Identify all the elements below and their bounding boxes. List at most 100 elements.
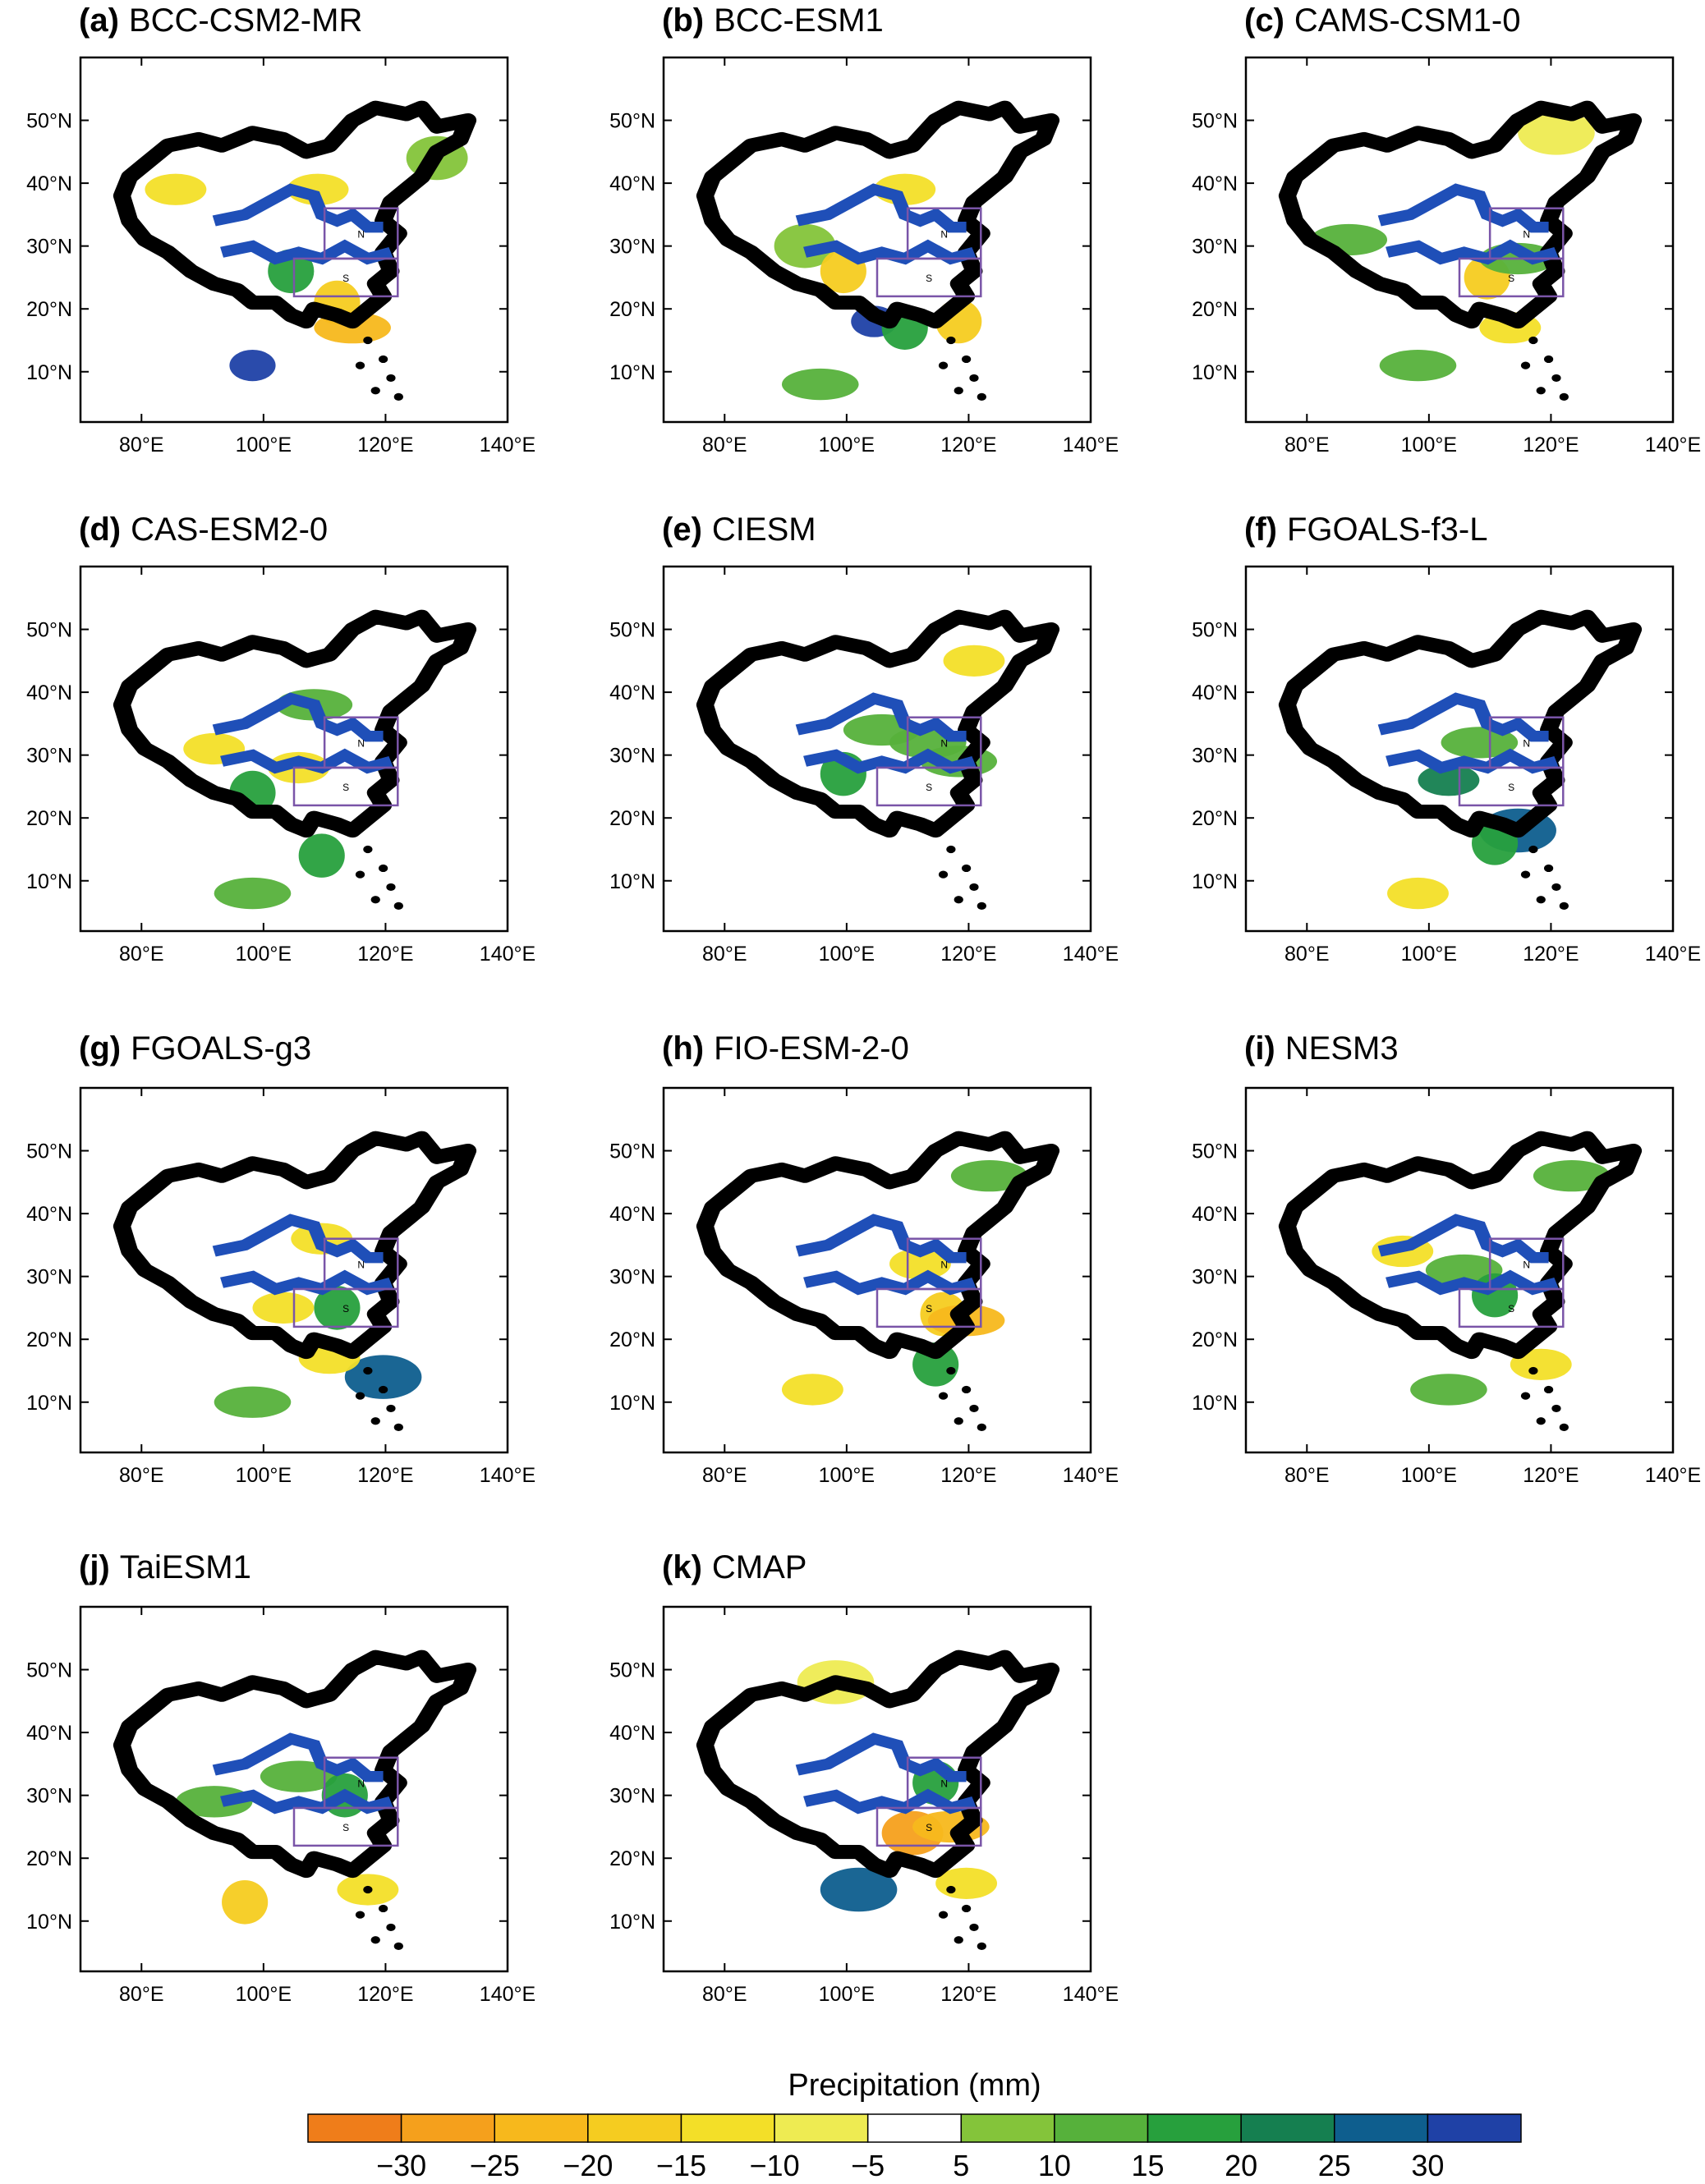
- island: [378, 1904, 388, 1913]
- island: [1528, 1366, 1538, 1375]
- island: [355, 870, 365, 879]
- x-tick-label: 100°E: [819, 434, 875, 457]
- island: [1520, 870, 1531, 879]
- map-panel: (g) FGOALS-g3 N S 80°E 100°E 120°E 140°E 50°N 40°…: [26, 1030, 535, 1487]
- y-tick-label: 10°N: [609, 870, 655, 893]
- island: [1536, 1417, 1546, 1425]
- island: [370, 1936, 380, 1944]
- y-tick-label: 30°N: [26, 745, 72, 768]
- x-tick-label: 100°E: [236, 1983, 292, 2006]
- y-tick-label: 20°N: [26, 807, 72, 830]
- y-tick-label: 40°N: [1192, 172, 1238, 195]
- y-tick-label: 20°N: [1192, 1328, 1238, 1351]
- precip-anomaly-area: [1518, 111, 1595, 155]
- island: [370, 387, 380, 395]
- x-tick-label: 120°E: [940, 1983, 996, 2006]
- x-tick-label: 120°E: [357, 943, 413, 966]
- precip-anomaly-area: [889, 1248, 951, 1280]
- y-tick-label: 20°N: [1192, 298, 1238, 321]
- y-tick-label: 30°N: [1192, 745, 1238, 768]
- panel-title: (a) BCC-CSM2-MR: [79, 2, 362, 39]
- island: [363, 1885, 373, 1894]
- colorbar-tick-label: 5: [953, 2149, 969, 2182]
- panel-label: (h): [662, 1030, 704, 1067]
- precip-anomaly-area: [1533, 1160, 1611, 1192]
- x-tick-label: 80°E: [1284, 1464, 1329, 1487]
- x-tick-label: 140°E: [1063, 1464, 1119, 1487]
- y-tick-label: 50°N: [26, 1659, 72, 1682]
- region-box: [875, 257, 982, 298]
- y-tick-label: 10°N: [26, 870, 72, 893]
- region-label: N: [357, 737, 365, 749]
- panel-label: (f): [1244, 512, 1277, 548]
- island: [1536, 896, 1546, 904]
- precip-anomaly-area: [950, 1160, 1028, 1192]
- precip-anomaly-area: [1379, 349, 1457, 382]
- y-tick-label: 50°N: [1192, 1140, 1238, 1163]
- x-tick-label: 80°E: [702, 434, 747, 457]
- colorbar-tick-label: 10: [1038, 2149, 1071, 2182]
- island: [1543, 864, 1554, 873]
- y-tick-label: 20°N: [609, 298, 655, 321]
- island: [946, 336, 956, 345]
- island: [1528, 845, 1538, 854]
- y-tick-label: 50°N: [609, 110, 655, 133]
- region-box: [1458, 257, 1565, 298]
- colorbar-swatch: [1427, 2113, 1522, 2143]
- x-tick-label: 120°E: [940, 1464, 996, 1487]
- x-tick-label: 120°E: [940, 943, 996, 966]
- colorbar-tick-label: −15: [656, 2149, 706, 2182]
- y-tick-label: 20°N: [26, 1328, 72, 1351]
- panel-title: (g) FGOALS-g3: [79, 1030, 311, 1067]
- precip-anomaly-area: [781, 1374, 843, 1406]
- colorbar-tick-label: −30: [376, 2149, 426, 2182]
- x-tick-label: 140°E: [480, 943, 535, 966]
- region-label: S: [1508, 782, 1514, 793]
- island: [977, 902, 986, 910]
- island: [386, 374, 396, 383]
- panel-label: (k): [662, 1549, 702, 1585]
- region-label: N: [357, 1259, 365, 1270]
- island: [393, 902, 403, 910]
- region-label: S: [1508, 1303, 1514, 1315]
- panel-title: (h) FIO-ESM-2-0: [662, 1030, 909, 1067]
- y-tick-label: 10°N: [609, 1911, 655, 1934]
- precip-anomaly-area: [344, 1355, 422, 1399]
- x-tick-label: 140°E: [480, 434, 535, 457]
- colorbar-tick-label: 20: [1225, 2149, 1257, 2182]
- panel-label: (d): [79, 512, 121, 548]
- region-box: [292, 1806, 399, 1847]
- colorbar-tick-label: 15: [1132, 2149, 1165, 2182]
- panel-title: (d) CAS-ESM2-0: [79, 512, 328, 548]
- colorbar-swatch: [400, 2113, 495, 2143]
- island: [946, 1366, 956, 1375]
- y-tick-label: 30°N: [1192, 1266, 1238, 1289]
- x-tick-label: 100°E: [236, 943, 292, 966]
- x-tick-label: 120°E: [1523, 943, 1579, 966]
- panel-title: (c) CAMS-CSM1-0: [1244, 2, 1520, 39]
- y-tick-label: 30°N: [609, 236, 655, 259]
- region-label: S: [342, 1303, 349, 1315]
- y-tick-label: 30°N: [26, 1785, 72, 1808]
- panel-model-name: NESM3: [1285, 1030, 1399, 1067]
- region-label: S: [1508, 273, 1514, 284]
- island: [977, 392, 986, 401]
- y-tick-label: 20°N: [26, 1847, 72, 1870]
- precip-anomaly-area: [314, 1286, 361, 1330]
- island: [969, 1923, 979, 1932]
- x-tick-label: 100°E: [236, 434, 292, 457]
- island: [938, 361, 949, 369]
- x-tick-label: 80°E: [702, 1464, 747, 1487]
- y-tick-label: 10°N: [1192, 361, 1238, 384]
- island: [954, 1936, 963, 1944]
- x-tick-label: 80°E: [119, 1464, 163, 1487]
- y-tick-label: 40°N: [26, 681, 72, 704]
- x-tick-label: 120°E: [357, 434, 413, 457]
- y-tick-label: 30°N: [609, 1266, 655, 1289]
- precip-anomaly-area: [260, 1760, 338, 1792]
- island: [977, 1423, 986, 1431]
- y-tick-label: 30°N: [1192, 236, 1238, 259]
- island: [961, 1385, 972, 1394]
- colorbar: Precipitation (mm) −30 −25 −20 −15 −10 −5 5 10 15…: [307, 2068, 1522, 2182]
- precip-anomaly-area: [1418, 764, 1480, 796]
